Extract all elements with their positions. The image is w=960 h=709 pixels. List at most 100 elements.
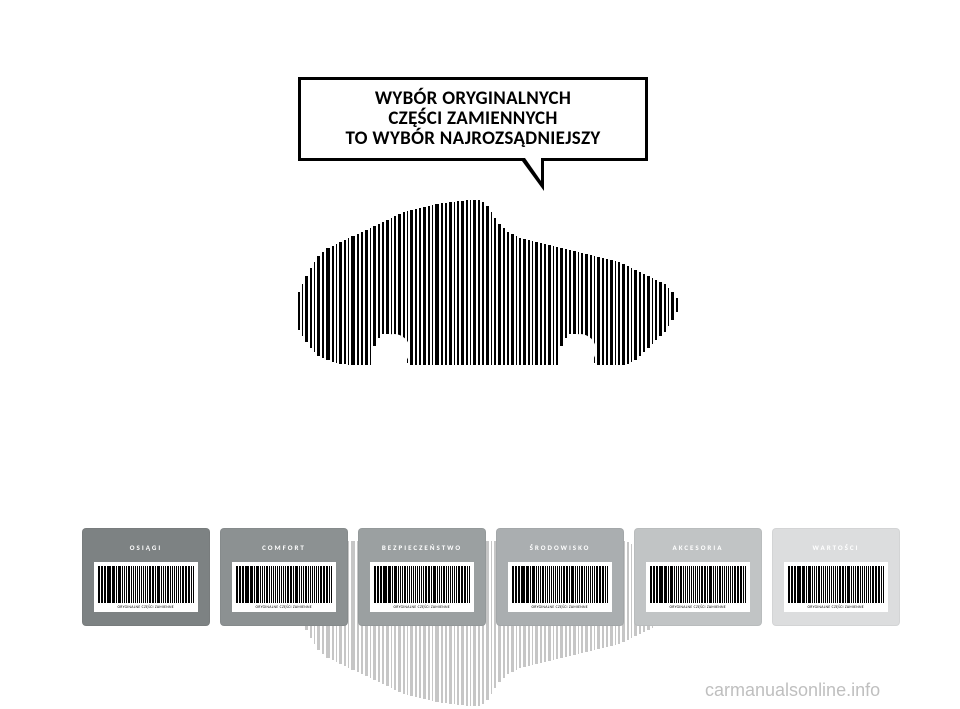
barcode-stripe (560, 248, 563, 346)
category-card: COMFORTORYGINALNE CZĘŚCI ZAMIENNE (220, 528, 348, 626)
barcode-car-body (298, 198, 678, 366)
barcode-stripe (602, 258, 604, 365)
barcode-stripe (361, 232, 363, 365)
barcode-stripe (344, 240, 346, 364)
barcode-stripe (573, 251, 576, 334)
barcode-stripe (581, 253, 583, 342)
mini-barcode: ORYGINALNE CZĘŚCI ZAMIENNE (508, 562, 612, 612)
mini-barcode-label: ORYGINALNE CZĘŚCI ZAMIENNE (532, 605, 588, 610)
barcode-stripe (615, 261, 616, 365)
mini-barcode-bars (236, 566, 332, 603)
barcode-stripe (553, 246, 554, 365)
barcode-stripe (610, 260, 613, 365)
barcode-stripe (419, 208, 421, 365)
barcode-stripe (348, 238, 349, 365)
barcode-stripe (461, 201, 464, 365)
reflection-fade (298, 372, 678, 512)
barcode-stripe (478, 200, 480, 365)
barcode-stripe (606, 259, 608, 365)
barcode-stripe (473, 200, 476, 365)
barcode-stripe (322, 252, 324, 358)
mini-barcode-label: ORYGINALNE CZĘŚCI ZAMIENNE (118, 605, 174, 610)
mini-barcode-label: ORYGINALNE CZĘŚCI ZAMIENNE (808, 605, 864, 610)
barcode-stripe (305, 276, 308, 342)
barcode-stripe (365, 230, 368, 365)
barcode-stripe (498, 224, 501, 365)
barcode-stripe (569, 250, 571, 334)
category-card: AKCESORIA ORYGINALNE CZĘŚCI ZAMIENNE (634, 528, 762, 626)
barcode-stripe (597, 257, 600, 365)
barcode-stripe (449, 202, 452, 365)
barcode-stripe (314, 262, 315, 352)
barcode-stripe (373, 226, 376, 346)
barcode-stripe (435, 204, 439, 365)
speech-bubble: WYBÓR ORYGINALNYCH CZĘŚCI ZAMIENNYCH TO … (298, 77, 648, 161)
barcode-stripe (643, 274, 645, 352)
mini-barcode-bars (374, 566, 470, 603)
barcode-stripe (357, 234, 359, 365)
barcode-stripe (491, 212, 492, 365)
barcode-stripe (486, 206, 489, 365)
barcode-stripe (398, 214, 401, 350)
barcode-stripe (523, 239, 526, 365)
barcode-stripe (441, 203, 443, 365)
barcode-stripe (466, 200, 468, 365)
barcode-stripe (540, 243, 542, 365)
category-card-title: ŚRODOWISKO (526, 536, 595, 558)
barcode-stripe (519, 238, 521, 365)
category-card-title: AKCESORIA (669, 536, 728, 558)
barcode-stripe (317, 256, 320, 356)
mini-barcode-bars (98, 566, 194, 603)
wheel-cutout (564, 334, 596, 366)
barcode-stripe (647, 276, 650, 348)
barcode-stripe (565, 249, 567, 338)
barcode-stripe (622, 264, 625, 365)
barcode-stripe (676, 298, 678, 312)
mini-barcode-label: ORYGINALNE CZĘŚCI ZAMIENNE (394, 605, 450, 610)
mini-barcode: ORYGINALNE CZĘŚCI ZAMIENNE (784, 562, 888, 612)
barcode-stripe (556, 247, 558, 365)
barcode-stripe (378, 224, 380, 338)
barcode-car (298, 198, 678, 534)
barcode-stripe (470, 200, 471, 365)
watermark-text: carmanualsonline.info (705, 680, 880, 701)
barcode-stripe (339, 242, 342, 364)
barcode-stripe (511, 234, 514, 365)
barcode-stripe (332, 246, 334, 362)
barcode-stripe (432, 205, 433, 365)
mini-barcode-bars (650, 566, 746, 603)
category-card-title: OSIĄGI (126, 536, 166, 558)
barcode-stripe (326, 248, 330, 360)
barcode-stripe (528, 240, 530, 365)
barcode-stripe (655, 280, 657, 340)
barcode-stripe (664, 284, 666, 332)
barcode-stripe (671, 292, 674, 320)
barcode-stripe (445, 203, 447, 365)
barcode-stripe (386, 220, 389, 334)
mini-barcode: ORYGINALNE CZĘŚCI ZAMIENNE (646, 562, 750, 612)
category-card-title: BEZPIECZEŃSTWO (378, 536, 466, 558)
mini-barcode: ORYGINALNE CZĘŚCI ZAMIENNE (94, 562, 198, 612)
barcode-stripe (382, 222, 384, 334)
category-card: ŚRODOWISKO ORYGINALNE CZĘŚCI ZAMIENNE (496, 528, 624, 626)
category-cards-row: OSIĄGIORYGINALNE CZĘŚCI ZAMIENNECOMFORTO… (82, 528, 900, 626)
barcode-stripe (302, 284, 303, 336)
barcode-stripe (415, 209, 417, 365)
barcode-stripe (634, 270, 637, 360)
barcode-stripe (336, 244, 337, 363)
barcode-stripe (494, 218, 496, 365)
category-card: OSIĄGI ORYGINALNE CZĘŚCI ZAMIENNE (82, 528, 210, 626)
barcode-stripe (351, 236, 355, 365)
barcode-stripe (298, 292, 300, 330)
barcode-stripe (370, 228, 371, 365)
barcode-stripe (548, 245, 551, 365)
barcode-stripe (618, 262, 620, 365)
barcode-stripe (668, 288, 669, 326)
category-card-title: COMFORT (258, 536, 310, 558)
barcode-stripe (503, 228, 505, 365)
barcode-stripe (532, 241, 533, 365)
barcode-stripe (454, 202, 455, 365)
barcode-stripe (631, 268, 632, 362)
barcode-stripe (507, 232, 509, 365)
barcode-stripe (659, 282, 662, 336)
